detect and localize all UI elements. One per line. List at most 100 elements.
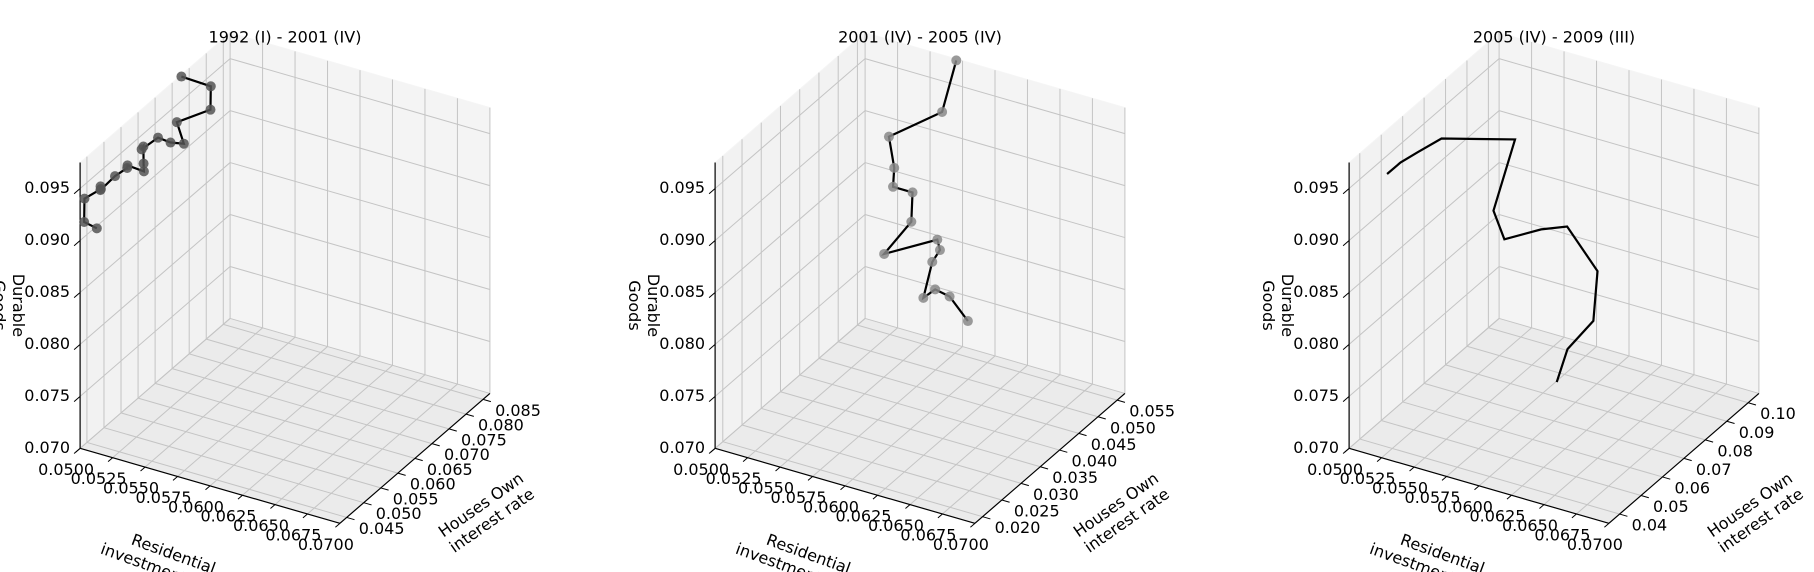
tick-mark	[1001, 499, 1010, 503]
grid-line	[864, 214, 1126, 291]
tick-mark	[302, 513, 308, 519]
grid-line	[1348, 162, 1500, 293]
y-tick-label: 0.04	[1632, 516, 1668, 535]
grid-line	[864, 58, 1126, 135]
z-tick-label: 0.075	[1293, 386, 1339, 405]
grid-line	[1348, 214, 1500, 345]
grid-line	[722, 441, 983, 518]
grid-line	[229, 265, 491, 342]
grid-line	[79, 214, 231, 345]
subplot: 0.05000.05250.05500.05750.06000.06250.06…	[625, 28, 1175, 572]
grid-line	[1498, 265, 1760, 342]
x-axis-line	[79, 447, 341, 524]
grid-line	[714, 214, 866, 345]
y-tick-label: 0.07	[1696, 460, 1732, 479]
x-tick-label: 0.0600	[1437, 497, 1493, 516]
x-tick-label: 0.0625	[1469, 507, 1525, 526]
x-axis-line	[714, 447, 976, 524]
tick-mark	[1474, 485, 1480, 491]
tick-mark	[1640, 495, 1649, 499]
y-tick-label: 0.055	[1129, 402, 1175, 421]
y-tick-label: 0.020	[995, 518, 1041, 537]
tick-mark	[1409, 466, 1415, 472]
y-tick-label: 0.075	[461, 430, 507, 449]
tick-mark	[1705, 439, 1714, 443]
y-tick-label: 0.050	[1110, 418, 1156, 437]
data-point	[889, 162, 900, 173]
tick-mark	[73, 292, 81, 299]
tick-mark	[1342, 447, 1350, 454]
x-tick-label: 0.0600	[168, 497, 224, 516]
y-tick-label: 0.08	[1717, 441, 1753, 460]
x-tick-label: 0.0600	[803, 497, 859, 516]
tick-mark	[346, 516, 355, 521]
tick-mark	[982, 516, 991, 520]
grid-line	[1359, 438, 1620, 515]
tick-mark	[73, 447, 81, 454]
grid-line	[864, 110, 1126, 187]
tick-mark	[482, 398, 492, 403]
grid-line	[714, 266, 866, 397]
x-tick-label: 0.0650	[233, 516, 289, 535]
grid-line	[1348, 110, 1500, 241]
grid-line	[79, 318, 231, 449]
data-point	[205, 81, 216, 92]
z-tick-label: 0.085	[24, 282, 70, 301]
x-tick-label: 0.0675	[900, 525, 956, 544]
grid-line	[1348, 266, 1500, 397]
grid-line	[120, 412, 381, 489]
tick-mark	[73, 240, 81, 247]
data-point	[165, 137, 176, 148]
grid-line	[229, 214, 491, 291]
data-point	[906, 216, 917, 227]
grid-line	[154, 382, 416, 459]
z-axis-label: Goods	[1259, 280, 1278, 330]
z-tick-label: 0.070	[24, 438, 70, 457]
y-tick-label: 0.085	[495, 401, 541, 420]
grid-line	[761, 407, 1022, 484]
y-tick-label: 0.06	[1674, 478, 1710, 497]
grid-line	[1488, 327, 1749, 404]
data-point	[934, 245, 945, 256]
tick-mark	[172, 476, 178, 481]
y-tick-label: 0.035	[1052, 468, 1098, 487]
grid-line	[864, 317, 1126, 394]
data-point	[879, 248, 890, 259]
y-tick-label: 0.025	[1014, 502, 1060, 521]
y-tick-label: 0.10	[1760, 404, 1796, 423]
z-tick-label: 0.090	[1293, 230, 1339, 249]
tick-mark	[1078, 432, 1087, 437]
data-point	[95, 185, 106, 196]
data-point	[944, 291, 955, 302]
tick-mark	[107, 457, 113, 462]
grid-line	[223, 323, 484, 400]
x-tick-label: 0.0550	[738, 479, 794, 498]
grid-line	[206, 338, 467, 415]
x-tick-label: 0.0675	[265, 525, 321, 544]
grid-line	[838, 341, 1099, 418]
x-tick-label: 0.0700	[1567, 535, 1623, 554]
tick-mark	[363, 502, 372, 506]
tick-mark	[775, 466, 781, 472]
x-tick-label: 0.0500	[673, 460, 729, 479]
y-tick-label: 0.045	[359, 519, 405, 538]
tick-mark	[270, 504, 276, 509]
tick-mark	[465, 413, 474, 417]
z-axis-label: Goods	[625, 280, 644, 330]
data-point	[932, 234, 943, 245]
grid-line	[229, 162, 491, 239]
tick-mark	[140, 466, 146, 472]
data-point	[176, 71, 187, 82]
data-point	[951, 55, 962, 66]
grid-line	[741, 424, 1002, 501]
data-point	[937, 106, 948, 117]
tick-mark	[335, 522, 341, 528]
z-tick-label: 0.070	[1293, 438, 1339, 457]
tick-mark	[73, 344, 81, 350]
tick-mark	[1726, 420, 1735, 425]
subplot: 0.05000.05250.05500.05750.06000.06250.06…	[1259, 28, 1807, 572]
subplot-title: 1992 (I) - 2001 (IV)	[209, 28, 362, 47]
grid-line	[747, 327, 898, 459]
y-axis-line	[339, 392, 491, 524]
